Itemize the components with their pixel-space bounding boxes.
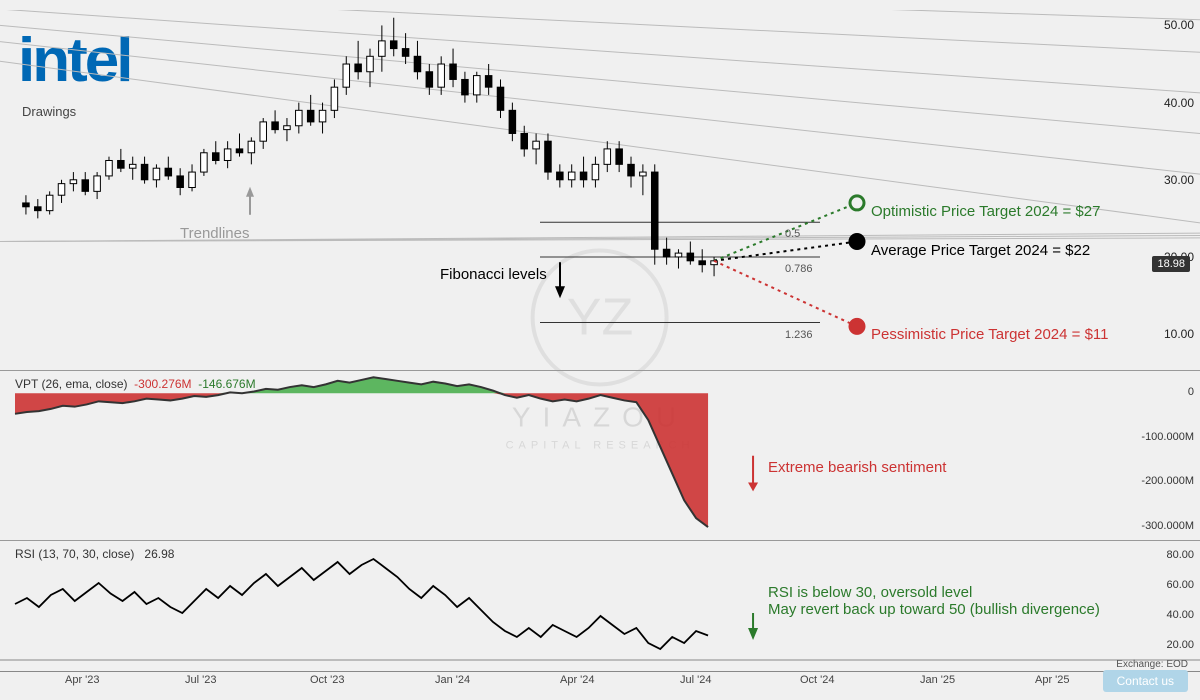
time-tick: Jan '25 — [920, 674, 955, 686]
exchange-label: Exchange: EOD — [1116, 659, 1188, 670]
fib-label-1.236: 1.236 — [785, 329, 813, 341]
time-tick: Oct '23 — [310, 674, 345, 686]
trendlines-annotation: Trendlines — [180, 225, 249, 242]
rsi-tick: 60.00 — [1166, 579, 1194, 591]
rsi-value: 26.98 — [144, 547, 174, 561]
target-average: Average Price Target 2024 = $22 — [871, 242, 1090, 259]
rsi-tick: 20.00 — [1166, 639, 1194, 651]
time-tick: Apr '25 — [1035, 674, 1070, 686]
time-tick: Apr '24 — [560, 674, 595, 686]
target-pessimistic: Pessimistic Price Target 2024 = $11 — [871, 326, 1108, 343]
target-optimistic: Optimistic Price Target 2024 = $27 — [871, 203, 1100, 220]
vpt-panel[interactable]: VPT (26, ema, close) -300.276M -146.676M… — [0, 370, 1200, 536]
vpt-val2: -146.676M — [198, 377, 255, 391]
fib-label-0.5: 0.5 — [785, 228, 800, 240]
time-tick: Oct '24 — [800, 674, 835, 686]
price-axis: 10.0020.0030.0040.0050.0018.98 — [1140, 10, 1194, 365]
vpt-svg — [0, 371, 1200, 536]
price-tick: 30.00 — [1164, 173, 1194, 187]
vpt-annotation: Extreme bearish sentiment — [768, 459, 946, 476]
time-tick: Jul '24 — [680, 674, 711, 686]
vpt-label: VPT (26, ema, close) -300.276M -146.676M — [15, 377, 256, 391]
rsi-label: RSI (13, 70, 30, close) 26.98 — [15, 547, 174, 561]
time-tick: Jan '24 — [435, 674, 470, 686]
current-price-tag: 18.98 — [1152, 256, 1190, 272]
rsi-annotation-line2: May revert back up toward 50 (bullish di… — [768, 601, 1100, 618]
vpt-val1: -300.276M — [134, 377, 191, 391]
time-tick: Apr '23 — [65, 674, 100, 686]
fibonacci-annotation: Fibonacci levels — [440, 266, 547, 283]
rsi-tick: 40.00 — [1166, 609, 1194, 621]
rsi-panel[interactable]: RSI (13, 70, 30, close) 26.98 20.00 40.00… — [0, 540, 1200, 661]
rsi-annotation-line1: RSI is below 30, oversold level — [768, 584, 1100, 601]
vpt-tick: -200.000M — [1141, 475, 1194, 487]
time-tick: Jul '23 — [185, 674, 216, 686]
vpt-tick: 0 — [1188, 386, 1194, 398]
price-chart[interactable]: 10.0020.0030.0040.0050.0018.98 0.50.7861… — [0, 10, 1200, 365]
price-tick: 10.00 — [1164, 327, 1194, 341]
price-tick: 50.00 — [1164, 18, 1194, 32]
vpt-tick: -300.000M — [1141, 520, 1194, 532]
price-tick: 40.00 — [1164, 96, 1194, 110]
price-chart-svg — [0, 10, 1200, 365]
vpt-tick: -100.000M — [1141, 431, 1194, 443]
rsi-prefix: RSI (13, 70, 30, close) — [15, 547, 134, 561]
contact-button[interactable]: Contact us — [1103, 670, 1188, 692]
fib-label-0.786: 0.786 — [785, 263, 813, 275]
vpt-prefix: VPT (26, ema, close) — [15, 377, 128, 391]
rsi-annotation: RSI is below 30, oversold levelMay rever… — [768, 584, 1100, 618]
time-axis: Apr '23 Jul '23 Oct '23 Jan '24 Apr '24 Jul '… — [0, 671, 1200, 692]
rsi-tick: 80.00 — [1166, 549, 1194, 561]
